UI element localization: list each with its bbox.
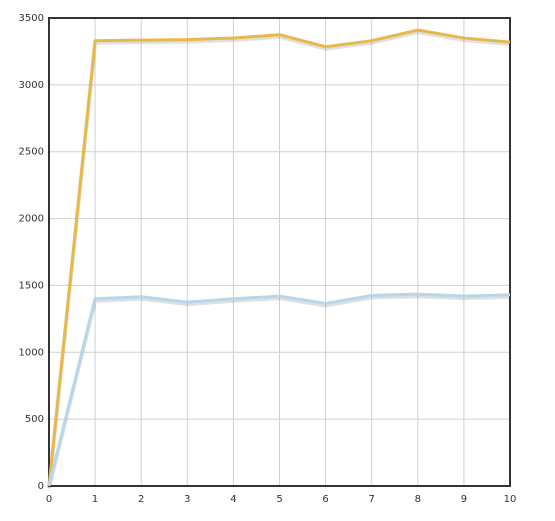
- line-shadow: [47, 29, 511, 489]
- x-tick-label: 10: [504, 494, 517, 505]
- x-tick-label: 0: [46, 494, 52, 505]
- y-tick-label: 2500: [19, 147, 44, 158]
- y-tick-label: 500: [25, 414, 44, 425]
- x-tick-label: 9: [461, 494, 467, 505]
- line: [47, 292, 511, 487]
- plot-frame: [48, 17, 511, 487]
- x-tick-label: 1: [92, 494, 98, 505]
- y-tick-label: 3500: [19, 13, 44, 24]
- line: [47, 28, 511, 487]
- x-tick-label: 7: [369, 494, 375, 505]
- y-tick-label: 1000: [19, 347, 44, 358]
- x-tick-label: 2: [138, 494, 144, 505]
- line-shadow: [47, 294, 511, 489]
- y-tick-label: 0: [38, 481, 44, 492]
- y-tick-label: 2000: [19, 214, 44, 225]
- x-tick-label: 8: [415, 494, 421, 505]
- x-tick-label: 3: [184, 494, 190, 505]
- x-tick-label: 4: [230, 494, 236, 505]
- x-tick-label: 5: [276, 494, 282, 505]
- x-tick-label: 6: [322, 494, 328, 505]
- y-tick-label: 1500: [19, 280, 44, 291]
- y-tick-label: 3000: [19, 80, 44, 91]
